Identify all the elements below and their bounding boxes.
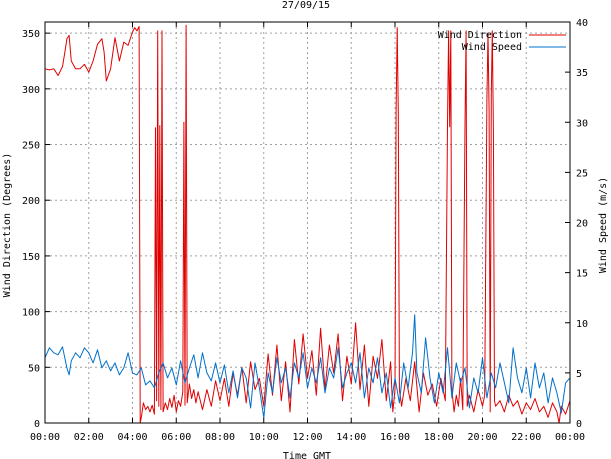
y-right-tick-label: 25 [576, 168, 588, 179]
y-axis-left-ticks: 0 50 100 150 200 250 300 350 [22, 29, 50, 430]
x-axis-label: Time GMT [283, 451, 331, 459]
grid [45, 22, 570, 423]
y-right-tick-label: 40 [576, 18, 588, 29]
x-axis-ticks: 00:00 02:00 04:00 06:00 08:00 10:00 12:00 14:00… [30, 22, 585, 443]
y-left-tick-label: 250 [22, 141, 40, 152]
x-tick-label: 22:00 [511, 432, 541, 443]
x-tick-label: 00:00 [555, 432, 585, 443]
x-tick-label: 06:00 [161, 432, 191, 443]
y-right-tick-label: 0 [576, 419, 582, 430]
x-tick-label: 16:00 [380, 432, 410, 443]
y-left-tick-label: 50 [28, 363, 40, 374]
y-right-tick-label: 5 [576, 369, 582, 380]
y-left-tick-label: 300 [22, 85, 40, 96]
y-right-tick-label: 30 [576, 118, 588, 129]
x-tick-label: 00:00 [30, 432, 60, 443]
y-right-tick-label: 15 [576, 269, 588, 280]
x-tick-label: 10:00 [249, 432, 279, 443]
x-tick-label: 14:00 [336, 432, 366, 443]
y-right-tick-label: 20 [576, 219, 588, 230]
y-left-tick-label: 350 [22, 29, 40, 40]
x-tick-label: 02:00 [74, 432, 104, 443]
wind-speed-series-line [44, 314, 571, 419]
chart-title: 27/09/15 [282, 0, 330, 11]
y-axis-right-ticks: 0 5 10 15 20 25 30 35 40 [565, 18, 588, 430]
x-tick-label: 20:00 [467, 432, 497, 443]
series-layer [44, 24, 571, 424]
legend-label-wind-speed: Wind Speed [462, 42, 522, 53]
y-left-tick-label: 0 [34, 419, 40, 430]
y-left-tick-label: 100 [22, 308, 40, 319]
wind-direction-series-line [44, 24, 571, 424]
x-tick-label: 18:00 [424, 432, 454, 443]
legend-label-wind-direction: Wind Direction [438, 30, 522, 41]
y-right-tick-label: 10 [576, 319, 588, 330]
y-right-tick-label: 35 [576, 68, 588, 79]
x-tick-label: 04:00 [117, 432, 147, 443]
y-left-tick-label: 150 [22, 252, 40, 263]
x-tick-label: 08:00 [205, 432, 235, 443]
x-tick-label: 12:00 [292, 432, 322, 443]
y-axis-right-label: Wind Speed (m/s) [598, 177, 609, 273]
y-axis-left-label: Wind Direction (Degrees) [2, 153, 13, 298]
y-left-tick-label: 200 [22, 196, 40, 207]
